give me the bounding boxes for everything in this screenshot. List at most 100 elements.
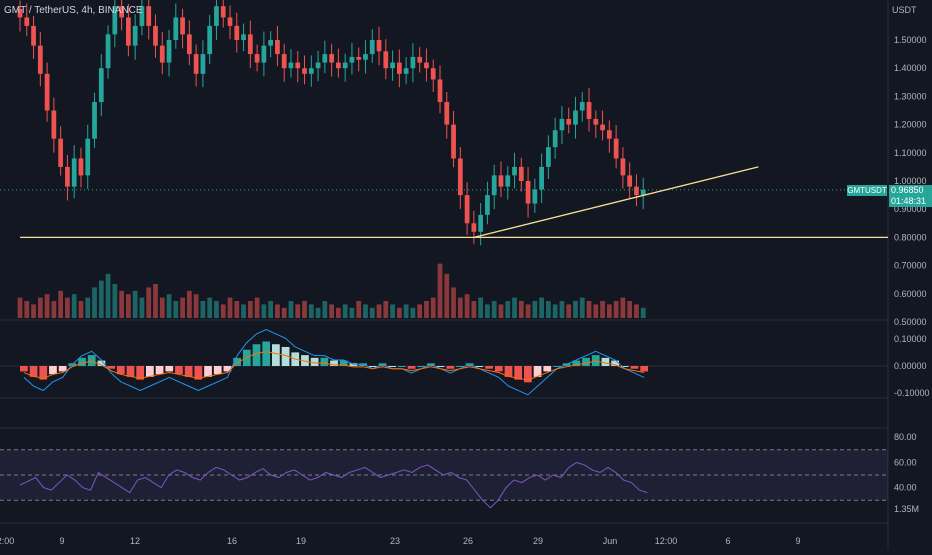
macd-histogram-bar: [78, 357, 86, 366]
macd-histogram-bar: [553, 366, 561, 367]
macd-histogram-bar: [320, 357, 329, 366]
volume-bar: [627, 301, 633, 318]
macd-histogram-bar: [29, 366, 38, 377]
volume-bar: [112, 284, 118, 318]
macd-histogram-bar: [601, 357, 610, 366]
macd-histogram-bar: [514, 366, 523, 380]
candle-body: [31, 25, 36, 46]
trendline: [473, 166, 759, 239]
macd-tick-label: 0.00000: [894, 361, 927, 371]
candle-body: [566, 118, 572, 125]
candle-body: [430, 68, 436, 80]
candle-body: [349, 56, 355, 63]
price-tick-label: 1.50000: [894, 35, 927, 45]
candle-body: [627, 175, 633, 187]
volume-bar: [220, 304, 226, 318]
volume-bar: [518, 301, 524, 318]
candle-body: [539, 166, 544, 190]
candle-body: [200, 54, 206, 74]
volume-bar: [241, 304, 246, 318]
volume-bar: [288, 301, 294, 318]
volume-bar: [559, 301, 565, 318]
candle-body: [579, 102, 585, 111]
candle-body: [396, 62, 402, 74]
macd-histogram-bar: [475, 366, 484, 367]
candle-body: [132, 25, 138, 46]
candle-body: [478, 214, 484, 232]
candle-body: [227, 17, 233, 26]
volume-bar: [485, 304, 490, 318]
time-tick-label: 9: [795, 536, 800, 546]
macd-histogram-bar: [262, 341, 271, 366]
candle-body: [485, 195, 490, 215]
macd-histogram-bar: [456, 366, 464, 367]
macd-tick-label: 0.10000: [894, 334, 927, 344]
time-tick-label: 19: [296, 536, 306, 546]
volume-bar: [98, 280, 104, 318]
volume-bar: [234, 301, 240, 318]
candle-body: [98, 68, 104, 103]
price-tick-label: 0.70000: [894, 261, 927, 271]
price-tick-label: 1.30000: [894, 91, 927, 101]
macd-histogram-bar: [146, 366, 154, 377]
macd-signal-line: [23, 351, 645, 381]
volume-bar: [613, 301, 619, 318]
candle-body: [559, 118, 565, 131]
candle-body: [44, 73, 50, 111]
volume-bar: [78, 301, 84, 318]
macd-line: [23, 329, 645, 396]
macd-histogram-bar: [368, 366, 377, 367]
candle-body: [214, 6, 219, 26]
candle-body: [606, 130, 612, 139]
macd-histogram-bar: [485, 366, 493, 369]
time-tick-label: 23: [390, 536, 400, 546]
time-tick-label: 16: [227, 536, 237, 546]
volume-bar: [464, 294, 470, 318]
candle-body: [71, 158, 77, 187]
volume-bar: [383, 301, 389, 318]
candle-body: [369, 40, 375, 55]
macd-histogram-bar: [310, 357, 319, 366]
candle-body: [220, 6, 226, 18]
macd-histogram-bar: [204, 366, 212, 377]
volume-bar: [17, 297, 23, 318]
volume-bar: [227, 297, 233, 318]
volume-bar: [166, 294, 172, 318]
volume-bar: [437, 263, 443, 318]
candle-body: [17, 8, 23, 18]
candle-body: [275, 40, 280, 55]
candle-body: [525, 181, 531, 204]
volume-bar: [315, 307, 321, 318]
macd-histogram-bar: [407, 366, 416, 369]
volume-bar: [159, 297, 165, 318]
time-tick-label: 26: [463, 536, 473, 546]
candle-body: [512, 166, 517, 176]
rsi-tick-label: 80.00: [894, 432, 917, 442]
volume-bar: [356, 301, 362, 318]
time-tick-label: 6: [725, 536, 730, 546]
macd-tick-label: -0.10000: [894, 388, 930, 398]
macd-histogram-bar: [572, 360, 581, 366]
macd-histogram-bar: [155, 366, 164, 375]
candle-body: [600, 124, 605, 131]
macd-histogram-bar: [620, 366, 629, 367]
candle-body: [234, 25, 240, 40]
candle-body: [37, 45, 43, 74]
candle-body: [24, 17, 30, 26]
macd-histogram-bar: [398, 366, 406, 367]
candle-body: [491, 175, 497, 196]
volume-bar: [444, 273, 450, 318]
candle-body: [329, 54, 334, 63]
price-tick-label: 0.90000: [894, 204, 927, 214]
volume-bar: [539, 297, 544, 318]
candle-body: [593, 118, 599, 125]
volume-bar: [214, 301, 219, 318]
price-tick-label: 0.60000: [894, 289, 927, 299]
macd-histogram-bar: [582, 357, 590, 366]
volume-bar: [525, 304, 531, 318]
volume-bar: [471, 301, 477, 318]
price-tick-label: 1.10000: [894, 148, 927, 158]
volume-bar: [478, 297, 484, 318]
